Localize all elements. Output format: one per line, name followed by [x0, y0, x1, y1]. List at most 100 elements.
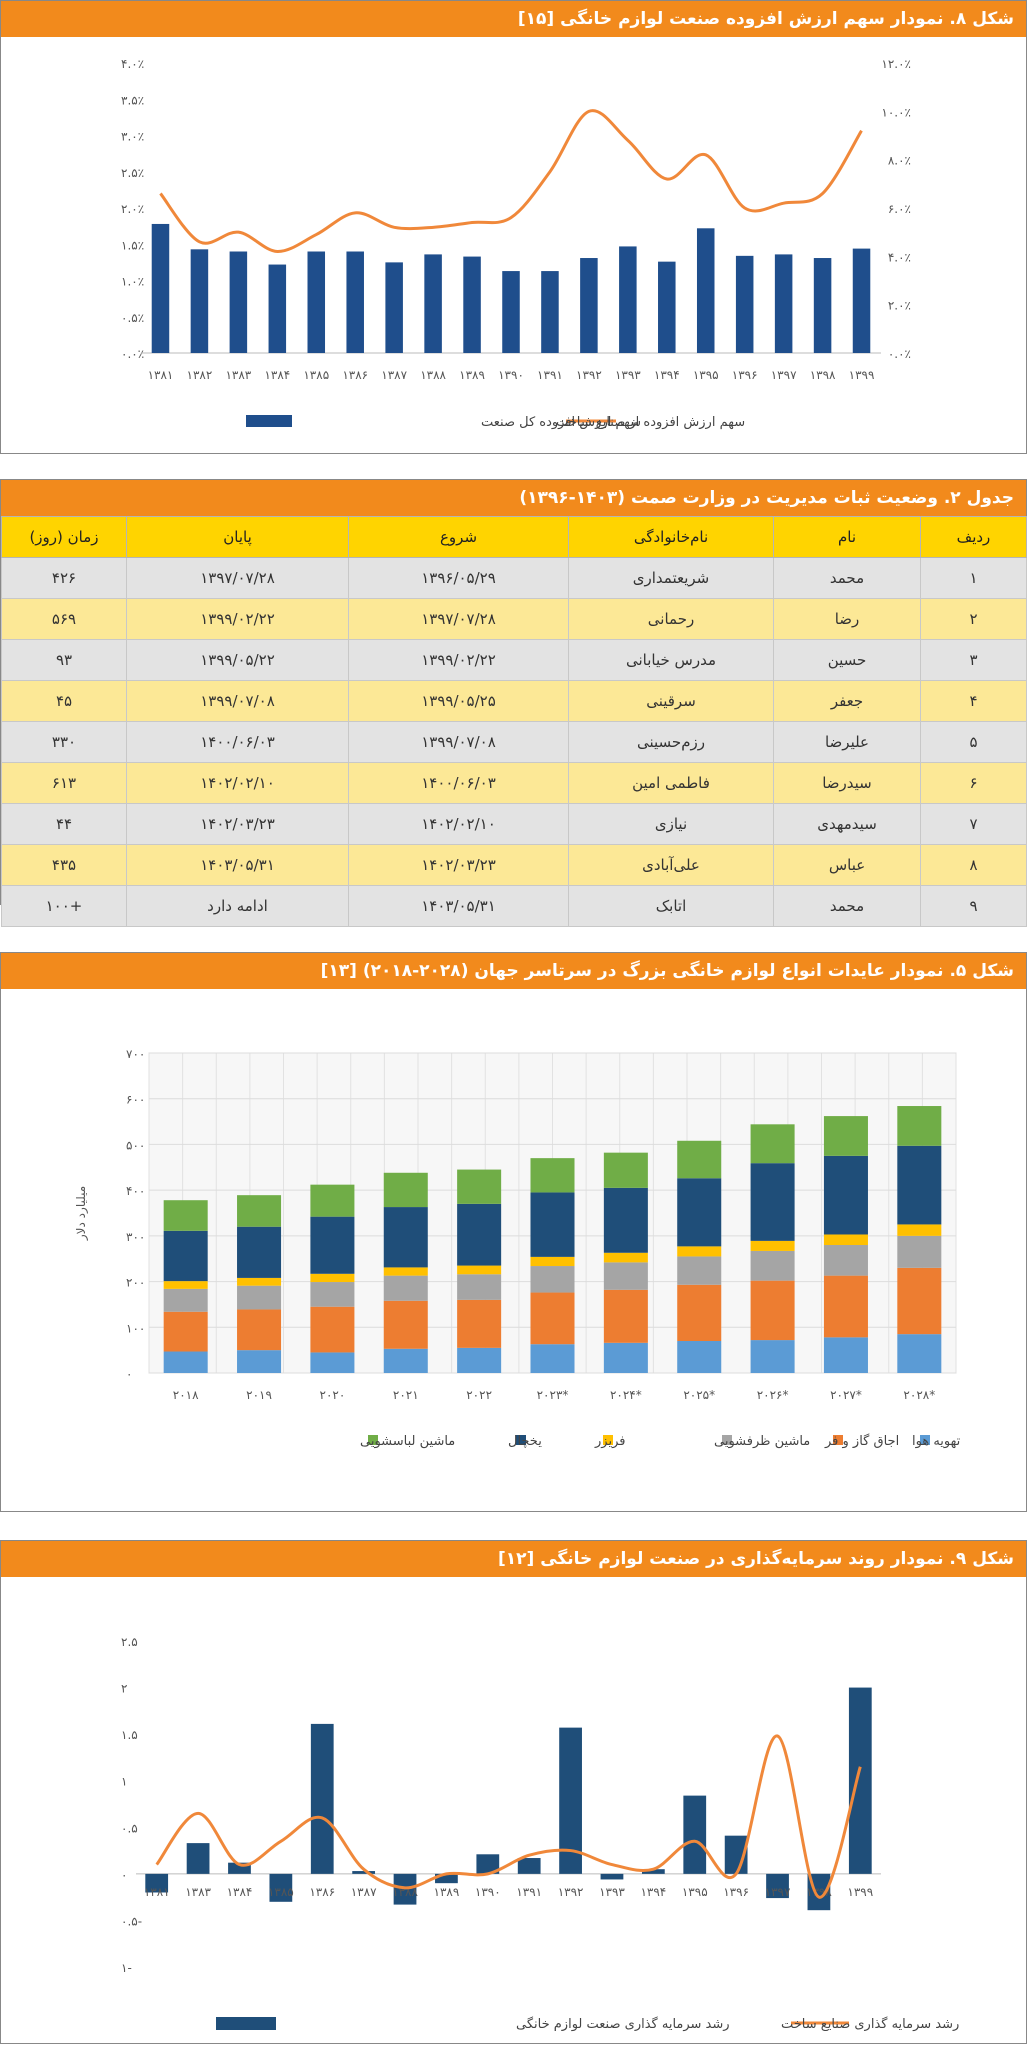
table-cell: سیدمهدی	[773, 803, 921, 845]
fig9-x-tick-label: ۱۳۸۳	[185, 1885, 211, 1899]
table-cell: ۱۴۰۳/۰۵/۳۱	[126, 844, 349, 886]
table-cell: فاطمی امین	[568, 762, 774, 804]
fig5-bar-segment	[603, 1252, 648, 1263]
fig9-bar	[186, 1843, 210, 1874]
table-cell: ۴۴	[1, 803, 127, 845]
fig5-legend-swatch	[833, 1435, 843, 1445]
fig5-bar-segment	[823, 1275, 868, 1338]
table-cell: نیازی	[568, 803, 774, 845]
fig9-x-tick-label: ۱۳۹۵	[682, 1885, 708, 1899]
fig5-bar-segment	[750, 1163, 795, 1241]
fig9-bar	[766, 1873, 789, 1899]
fig9-bar	[435, 1873, 458, 1884]
table-cell: ۴۳۵	[1, 844, 127, 886]
table-cell: ۱۴۰۳/۰۵/۳۱	[348, 885, 569, 927]
fig5-bar-segment	[310, 1216, 355, 1274]
table-cell: ۱۳۹۷/۰۷/۲۸	[348, 598, 569, 640]
fig5-bar-segment	[897, 1267, 942, 1335]
fig5-y-tick-label: ۱۰۰	[126, 1321, 145, 1335]
fig5-bar-segment	[750, 1240, 795, 1251]
fig5-bar-segment	[163, 1200, 208, 1231]
figure-8-panel: شکل ۸. نمودار سهم ارزش افزوده صنعت لوازم…	[0, 0, 1027, 454]
fig5-bar-segment	[237, 1350, 282, 1373]
table-cell: ۸	[920, 844, 1027, 886]
fig8-line-series	[159, 109, 863, 254]
fig9-bar	[228, 1862, 251, 1874]
fig9-y-tick-label: -۰.۵	[121, 1914, 142, 1928]
table-2-panel: جدول ۲. وضعیت ثبات مدیریت در وزارت صمت (…	[0, 479, 1027, 927]
fig5-y-tick-label: ۵۰۰	[126, 1138, 145, 1152]
fig8-legend-label: سهم ارزش افزوده از صنایع ساخت	[556, 415, 745, 430]
fig5-legend-label: ماشین ظرفشویی	[714, 1434, 810, 1449]
fig8-x-tick-label: ۱۳۹۷	[771, 368, 797, 382]
fig5-bar-segment	[530, 1192, 575, 1257]
table-cell: ۱۳۹۹/۰۵/۲۵	[348, 680, 569, 722]
fig9-x-tick-label: ۱۳۸۴	[227, 1885, 253, 1899]
fig5-bar-segment	[750, 1250, 795, 1281]
table-cell: محمد	[773, 557, 921, 599]
fig5-bar-segment	[237, 1309, 282, 1351]
fig8-right-tick-label: ۲.۰٪	[888, 299, 911, 313]
table-cell: ۴۲۶	[1, 557, 127, 599]
fig5-bar-segment	[823, 1155, 868, 1235]
fig5-bar-segment	[310, 1273, 355, 1283]
fig5-bar-segment	[530, 1344, 575, 1373]
fig5-legend-label: اجاق گاز و فر	[824, 1433, 899, 1449]
fig9-bar	[145, 1873, 169, 1893]
figure-9-chart: -۱ -۰.۵ ۰ ۰.۵ ۱ ۱.۵ ۲ ۲.۵ ۱۳۸۱ ۱۳۸۳ ۱۳۸۴ ۱۳۸۵ ۱۳۸۶ ۱۳…	[121, 1635, 959, 2032]
fig9-x-tick-label: ۱۳۸۹	[434, 1885, 460, 1899]
fig8-bar	[580, 258, 598, 353]
fig8-bar	[229, 251, 248, 353]
table-2-title: جدول ۲. وضعیت ثبات مدیریت در وزارت صمت (…	[1, 480, 1026, 516]
fig5-bar-segment	[530, 1256, 575, 1267]
fig9-bar	[310, 1723, 334, 1874]
table-cell: محمد	[773, 885, 921, 927]
fig8-x-tick-label: ۱۳۹۸	[810, 368, 836, 382]
fig5-x-tick-label: *۲۰۲۴	[610, 1388, 642, 1402]
table-cell: اتابک	[568, 885, 774, 927]
fig9-bar	[517, 1858, 541, 1874]
fig8-x-tick-label: ۱۳۹۲	[576, 368, 602, 382]
fig8-bar	[735, 255, 754, 353]
fig8-bar	[307, 251, 326, 353]
col-header-end: پایان	[126, 516, 349, 558]
fig5-bar-segment	[677, 1256, 722, 1285]
fig8-x-tick-label: ۱۳۹۴	[654, 368, 680, 382]
fig8-x-tick-label: ۱۳۸۳	[225, 368, 251, 382]
fig5-legend-swatch	[722, 1435, 732, 1445]
fig5-y-tick-label: ۰	[126, 1367, 132, 1381]
fig9-x-tick-label: ۱۳۸۵	[268, 1885, 294, 1899]
fig5-y-tick-label: ۲۰۰	[126, 1276, 145, 1290]
fig5-bar-segment	[530, 1158, 575, 1193]
fig8-x-tick-label: ۱۳۹۰	[498, 368, 524, 382]
fig8-x-tick-label: ۱۳۸۴	[264, 368, 290, 382]
fig8-left-tick-label: ۱.۵٪	[121, 238, 144, 252]
fig5-bar-segment	[237, 1277, 282, 1286]
fig5-bar-segment	[383, 1267, 428, 1276]
table-cell: ۱۴۰۰/۰۶/۰۳	[348, 762, 569, 804]
fig8-bar	[385, 262, 403, 353]
fig8-x-tick-label: ۱۳۸۸	[420, 368, 446, 382]
fig9-y-tick-label: ۱.۵	[121, 1728, 138, 1742]
fig5-bar-segment	[457, 1299, 502, 1348]
table-cell: رزم‌حسینی	[568, 721, 774, 763]
fig5-bar-segment	[750, 1124, 795, 1164]
fig9-y-tick-label: -۱	[121, 1961, 132, 1975]
table-cell: علیرضا	[773, 721, 921, 763]
fig5-bar-segment	[823, 1337, 868, 1373]
table-cell: شریعتمداری	[568, 557, 774, 599]
table-cell: ۳۳۰	[1, 721, 127, 763]
fig9-x-tick-label: ۱۳۹۷	[765, 1885, 791, 1899]
figure-9-title: شکل ۹. نمودار روند سرمایه‌گذاری در صنعت …	[1, 1541, 1026, 1577]
table-cell: ۶۱۳	[1, 762, 127, 804]
fig8-x-tick-label: ۱۳۸۵	[303, 368, 329, 382]
fig5-bar-segment	[383, 1172, 428, 1208]
fig5-bar-segment	[750, 1280, 795, 1341]
fig8-bar	[463, 256, 481, 353]
table-cell: ۱۳۹۹/۰۷/۰۸	[348, 721, 569, 763]
fig5-bar-segment	[750, 1340, 795, 1373]
fig5-y-tick-label: ۴۰۰	[126, 1184, 145, 1198]
fig9-x-tick-label: ۱۳۸۱	[144, 1885, 170, 1899]
fig5-bar-segment	[603, 1152, 648, 1188]
fig8-bar	[696, 228, 715, 353]
